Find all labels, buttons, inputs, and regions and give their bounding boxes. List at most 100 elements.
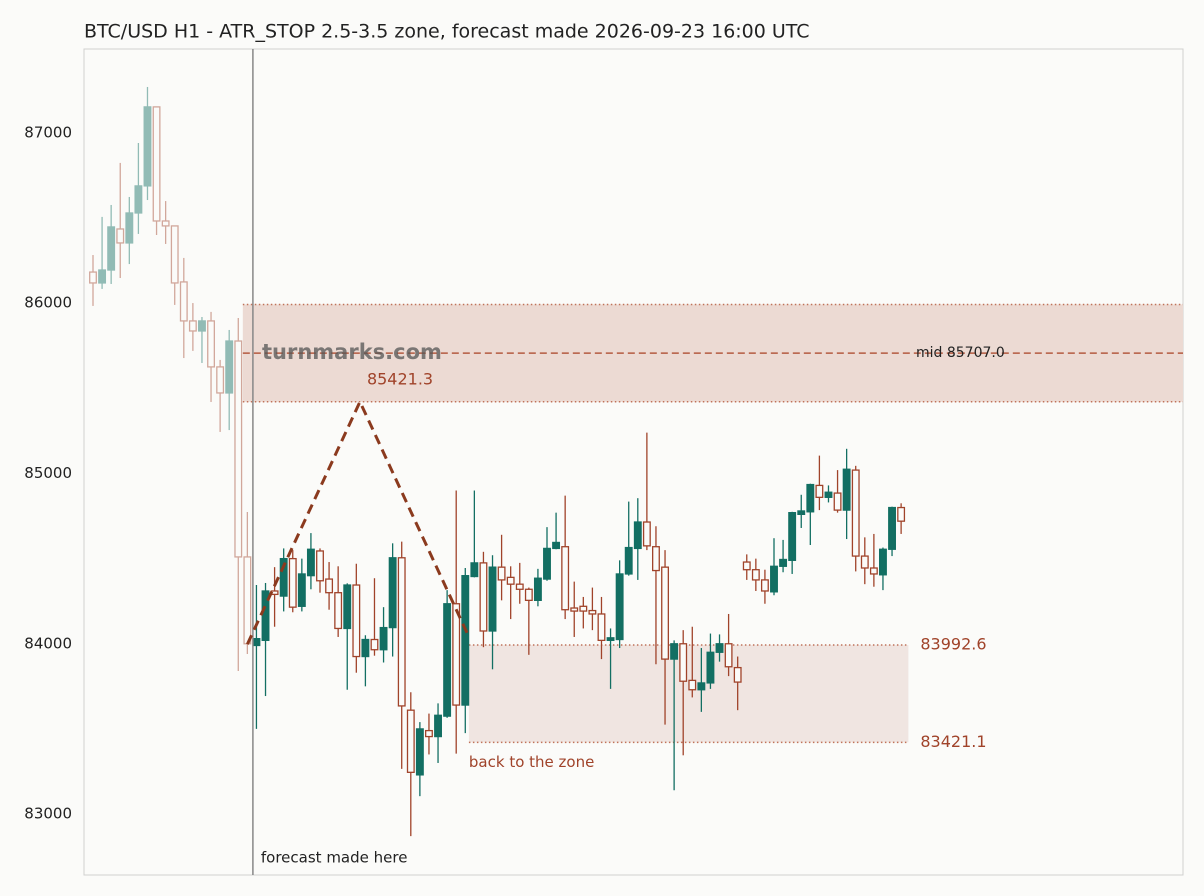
candle-body (779, 558, 788, 567)
candle-body (670, 643, 679, 660)
candle (506, 566, 515, 620)
candle (824, 485, 833, 503)
candle (624, 501, 633, 576)
candle (688, 626, 697, 698)
candle (661, 550, 669, 725)
candle (143, 86, 152, 201)
candle (869, 533, 878, 587)
candle (797, 494, 806, 528)
candle (198, 317, 206, 363)
candle (334, 566, 343, 637)
candle-body (425, 729, 433, 738)
candle (170, 225, 179, 305)
candle-body (888, 506, 896, 550)
candle (470, 490, 479, 578)
candle-body (751, 569, 760, 581)
candle (897, 503, 906, 534)
candle (533, 568, 542, 607)
candle-body (397, 557, 406, 707)
candle (579, 596, 588, 629)
candle-body (570, 607, 579, 612)
candle-body (715, 643, 724, 653)
candle (288, 550, 297, 613)
candle (116, 162, 125, 279)
candle-body (134, 185, 143, 214)
candle-body (379, 626, 388, 651)
candle (570, 581, 579, 637)
candle (788, 511, 797, 574)
candle-body (742, 561, 751, 571)
candle-body (225, 340, 234, 394)
candle-body (860, 555, 869, 569)
candle (425, 713, 433, 755)
candle-body (615, 573, 624, 641)
candle-body (770, 565, 778, 593)
candle-body (579, 605, 588, 612)
candle-body (488, 566, 497, 632)
candle (497, 534, 506, 601)
candle-body (797, 510, 806, 516)
candle-body (415, 728, 424, 776)
candle (452, 490, 461, 754)
forecast-marker-label: forecast made here (261, 849, 408, 867)
candle-body (524, 588, 533, 601)
candle (679, 630, 688, 756)
candle (597, 596, 606, 660)
candle-body (561, 546, 570, 611)
watermark: turnmarks.com (262, 340, 442, 364)
candle-body (833, 492, 842, 511)
candle (352, 563, 361, 673)
candle-body (642, 521, 651, 547)
candle-body (470, 562, 479, 578)
candle-body (633, 521, 642, 550)
candle-body (406, 709, 415, 773)
candle (697, 648, 706, 712)
candle (851, 465, 860, 572)
candle-body (370, 638, 379, 651)
candle (733, 656, 742, 711)
candle-body (897, 506, 906, 522)
candle (397, 541, 406, 769)
candle (161, 201, 170, 244)
y-tick-label: 83000 (24, 805, 72, 823)
candle-body (724, 643, 733, 668)
candle (225, 329, 234, 431)
candle-body (288, 557, 297, 608)
target-label: 83992.6 (920, 635, 986, 654)
candle-body (306, 548, 315, 577)
candle-body (461, 575, 470, 706)
candle (833, 470, 842, 513)
candle (443, 590, 452, 718)
candle-body (679, 643, 688, 682)
candle (89, 255, 97, 306)
candle-body (316, 550, 324, 582)
candle-body (606, 637, 615, 642)
candle (724, 613, 733, 677)
candle (815, 455, 824, 511)
candle-body (352, 584, 361, 658)
candle-body (279, 557, 288, 597)
candle (879, 547, 887, 591)
candle (515, 562, 524, 604)
candle-body (706, 651, 715, 684)
candle-body (869, 567, 878, 575)
candle-body (116, 228, 125, 244)
candle-body (479, 562, 488, 632)
candle (888, 506, 896, 557)
candle (234, 318, 243, 672)
candle (779, 539, 788, 573)
candle (216, 359, 225, 432)
plot-area (83, 48, 1184, 876)
candle (207, 311, 215, 402)
candle-body (760, 579, 769, 592)
candle-body (588, 609, 597, 615)
candle (379, 607, 388, 663)
candle (552, 512, 561, 550)
candle-body (243, 556, 252, 645)
peak-label: 85421.3 (367, 369, 433, 388)
y-tick-label: 85000 (24, 464, 72, 482)
candle-body (452, 603, 461, 706)
candle-body (325, 578, 334, 594)
candle-body (297, 573, 306, 607)
